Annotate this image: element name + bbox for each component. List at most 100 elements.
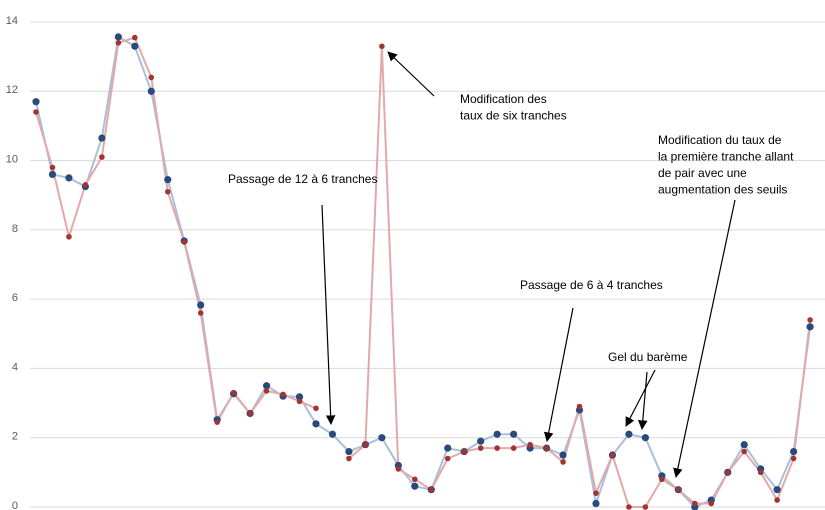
data-point <box>609 452 616 458</box>
data-point <box>295 393 304 401</box>
annotation: augmentation des seuils <box>658 183 787 197</box>
data-point <box>230 389 237 396</box>
data-point <box>345 447 353 456</box>
data-point <box>527 441 533 448</box>
data-point <box>806 323 814 331</box>
annotation: Modification du taux de <box>658 133 782 147</box>
data-point <box>148 74 155 81</box>
data-point <box>625 430 633 438</box>
data-point <box>757 469 764 476</box>
data-point <box>559 451 567 459</box>
data-point <box>114 33 122 41</box>
arrow <box>321 204 336 425</box>
data-point <box>692 500 698 507</box>
y-tick-label: 4 <box>12 361 18 373</box>
plot <box>32 33 814 510</box>
data-point <box>247 410 253 417</box>
series-line <box>35 36 812 508</box>
data-point <box>790 447 798 456</box>
data-point <box>477 445 484 451</box>
data-point <box>411 482 419 490</box>
data-point <box>115 39 122 46</box>
data-point <box>592 499 600 508</box>
arrow <box>637 371 648 430</box>
data-point <box>328 430 337 438</box>
annotation: de pair avec une <box>658 166 747 180</box>
data-point <box>164 188 171 195</box>
data-point <box>807 317 813 323</box>
grid: 0 2 4 6 8 10 12 14 <box>6 15 825 510</box>
arrow <box>387 51 435 97</box>
annotation: Passage de 12 à 6 tranches <box>228 172 377 186</box>
data-point <box>543 445 550 451</box>
annotation: Gel du barème <box>608 350 688 364</box>
series-line <box>35 35 812 509</box>
arrow <box>543 307 574 442</box>
data-point <box>362 441 369 448</box>
data-point <box>33 109 39 115</box>
data-point <box>296 398 303 405</box>
y-tick-label: 10 <box>6 153 18 165</box>
data-point <box>477 437 485 445</box>
annotations: Modification des taux de six tranches Pass… <box>228 92 794 364</box>
data-point <box>494 445 500 451</box>
data-point <box>312 420 320 428</box>
y-tick-label: 2 <box>12 431 18 443</box>
data-point <box>675 486 682 493</box>
data-point <box>724 469 731 476</box>
data-point <box>263 388 270 394</box>
data-point <box>197 310 204 316</box>
data-point <box>98 134 106 142</box>
data-point <box>773 486 781 494</box>
data-point <box>641 434 649 442</box>
data-point <box>346 455 352 462</box>
data-point <box>790 455 797 462</box>
annotation: Modification des <box>460 92 547 106</box>
data-point <box>659 476 665 483</box>
data-point <box>147 87 155 95</box>
arrow <box>625 369 656 427</box>
data-point <box>740 441 748 449</box>
data-point <box>576 403 583 410</box>
data-point <box>214 419 220 425</box>
data-point <box>593 490 599 496</box>
data-point <box>510 430 518 438</box>
data-point <box>444 444 452 452</box>
annotation-arrows <box>321 51 736 478</box>
data-point <box>626 504 632 510</box>
data-point <box>48 170 57 179</box>
data-point <box>461 448 468 455</box>
data-point <box>49 164 56 171</box>
data-point <box>132 34 138 41</box>
data-point <box>428 486 435 493</box>
data-point <box>65 174 73 182</box>
data-point <box>131 42 139 50</box>
y-tick-label: 6 <box>12 292 18 304</box>
annotation: taux de six tranches <box>460 109 567 123</box>
data-point <box>741 448 748 455</box>
data-point <box>642 504 649 510</box>
data-point <box>99 154 105 160</box>
data-point <box>493 430 501 438</box>
data-point <box>510 445 517 451</box>
data-point <box>280 391 286 398</box>
data-point <box>378 434 386 442</box>
y-tick-label: 0 <box>12 500 18 510</box>
data-point <box>313 405 319 412</box>
data-point <box>181 239 188 245</box>
y-tick-label: 12 <box>6 84 18 96</box>
data-point <box>444 455 451 462</box>
data-point <box>412 476 418 483</box>
data-point <box>560 459 566 465</box>
data-point <box>395 466 402 472</box>
data-point <box>66 233 72 240</box>
data-point <box>774 497 780 503</box>
data-point <box>164 176 172 184</box>
data-point <box>379 43 385 50</box>
data-point <box>197 301 205 309</box>
y-tick-label: 8 <box>12 223 18 235</box>
data-point <box>262 382 271 390</box>
arrow <box>673 199 736 478</box>
y-tick-label: 14 <box>6 15 18 27</box>
